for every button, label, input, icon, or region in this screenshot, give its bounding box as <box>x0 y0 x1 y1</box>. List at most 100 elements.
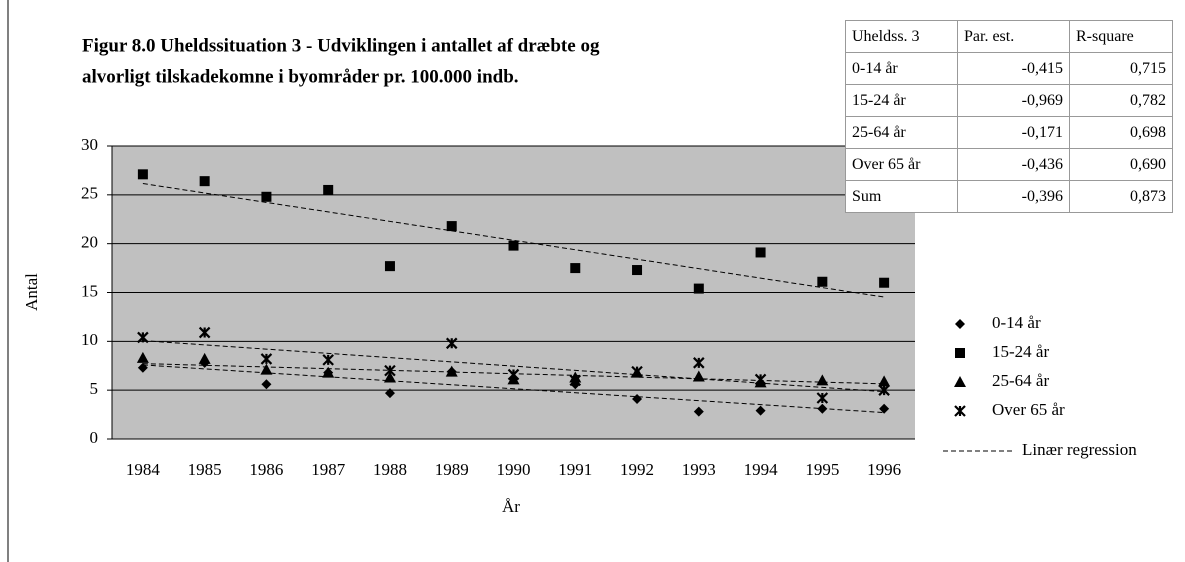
marker-diamond <box>693 406 704 417</box>
y-tick-label: 0 <box>90 428 99 447</box>
legend-label: 25-64 år <box>992 371 1049 390</box>
marker-x <box>322 354 334 366</box>
marker-square <box>199 176 210 187</box>
table-cell: Par. est. <box>957 20 1070 53</box>
x-tick-label: 1985 <box>188 460 222 479</box>
chart-title: Figur 8.0 Uheldssituation 3 - Udviklinge… <box>82 35 600 56</box>
marker-square <box>955 348 965 358</box>
x-tick-label: 1984 <box>126 460 161 479</box>
table-cell: Uheldss. 3 <box>845 20 958 53</box>
table-row: 15-24 år -0,969 0,782 <box>845 84 1173 117</box>
marker-square <box>384 261 395 272</box>
marker-square <box>693 283 704 294</box>
regression-line <box>142 183 885 298</box>
marker-diamond <box>817 403 828 414</box>
chart-title: alvorligt tilskadekomne i byområder pr. … <box>82 66 519 87</box>
table-cell: 25-64 år <box>845 116 958 149</box>
x-tick-label: 1994 <box>744 460 779 479</box>
marker-x <box>569 374 582 387</box>
x-tick-label: 1993 <box>682 460 716 479</box>
table-cell: Sum <box>845 180 958 213</box>
marker-triangle <box>322 366 335 378</box>
table-cell: R-square <box>1069 20 1173 53</box>
table-cell: 0,873 <box>1069 180 1173 213</box>
y-tick-label: 5 <box>90 379 99 398</box>
y-axis-label: Antal <box>22 273 41 311</box>
table-header: Uheldss. 3 Par. est. R-square <box>845 20 1173 53</box>
legend-label: Linær regression <box>1022 440 1137 459</box>
x-axis-label: År <box>502 497 520 516</box>
marker-x <box>878 384 890 396</box>
marker-triangle <box>954 376 966 387</box>
marker-square <box>879 277 890 288</box>
table-row: 25-64 år -0,171 0,698 <box>845 116 1173 149</box>
marker-diamond <box>755 405 766 416</box>
marker-diamond <box>261 379 272 390</box>
marker-diamond <box>632 393 643 404</box>
stats-table: Uheldss. 3 Par. est. R-square 0-14 år -0,41… <box>845 20 1173 213</box>
table-row: Sum -0,396 0,873 <box>845 180 1173 213</box>
marker-square <box>570 263 581 274</box>
marker-square <box>261 191 272 202</box>
marker-triangle <box>816 374 829 386</box>
marker-triangle <box>383 371 396 383</box>
marker-triangle <box>692 370 705 382</box>
marker-diamond <box>137 362 148 373</box>
x-tick-label: 1990 <box>497 460 531 479</box>
marker-triangle <box>445 365 458 377</box>
table-cell: -0,396 <box>957 180 1070 213</box>
table-cell: 15-24 år <box>845 84 958 117</box>
marker-triangle <box>198 352 211 364</box>
legend-label: 15-24 år <box>992 342 1049 361</box>
marker-x <box>260 353 273 365</box>
marker-triangle <box>260 363 273 375</box>
marker-diamond <box>879 403 890 414</box>
x-tick-label: 1992 <box>620 460 654 479</box>
table-cell: -0,969 <box>957 84 1070 117</box>
x-tick-label: 1989 <box>435 460 469 479</box>
marker-x <box>507 368 520 381</box>
y-tick-label: 15 <box>81 281 98 300</box>
y-tick-label: 25 <box>81 184 98 203</box>
legend-label: 0-14 år <box>992 313 1041 332</box>
table-cell: 0,690 <box>1069 148 1173 181</box>
marker-x <box>693 357 705 369</box>
marker-x <box>137 331 149 344</box>
table-cell: -0,171 <box>957 116 1070 149</box>
table-cell: Over 65 år <box>845 148 958 181</box>
marker-diamond <box>955 319 965 329</box>
marker-square <box>632 265 643 276</box>
y-tick-label: 20 <box>81 233 98 252</box>
x-tick-label: 1986 <box>249 460 283 479</box>
marker-x <box>754 373 767 386</box>
marker-x <box>198 326 211 339</box>
x-tick-label: 1988 <box>373 460 407 479</box>
marker-square <box>137 169 148 180</box>
y-tick-label: 30 <box>81 135 98 154</box>
table-cell: 0,715 <box>1069 52 1173 85</box>
marker-square <box>508 240 519 251</box>
marker-x <box>631 365 643 378</box>
marker-square <box>817 276 828 287</box>
table-cell: 0-14 år <box>845 52 958 85</box>
marker-x <box>954 405 966 417</box>
marker-x <box>816 392 829 404</box>
table-cell: -0,436 <box>957 148 1070 181</box>
x-tick-label: 1996 <box>867 460 901 479</box>
table-cell: 0,782 <box>1069 84 1173 117</box>
marker-square <box>323 184 334 195</box>
x-tick-label: 1995 <box>805 460 839 479</box>
marker-triangle <box>878 375 891 387</box>
table-row: Over 65 år -0,436 0,690 <box>845 148 1173 181</box>
marker-x <box>445 337 458 350</box>
marker-x <box>384 364 396 377</box>
marker-triangle <box>136 351 149 363</box>
y-tick-label: 10 <box>81 330 98 349</box>
table-cell: -0,415 <box>957 52 1070 85</box>
x-tick-label: 1991 <box>558 460 592 479</box>
marker-square <box>755 247 766 258</box>
table-cell: 0,698 <box>1069 116 1173 149</box>
marker-square <box>446 221 457 232</box>
